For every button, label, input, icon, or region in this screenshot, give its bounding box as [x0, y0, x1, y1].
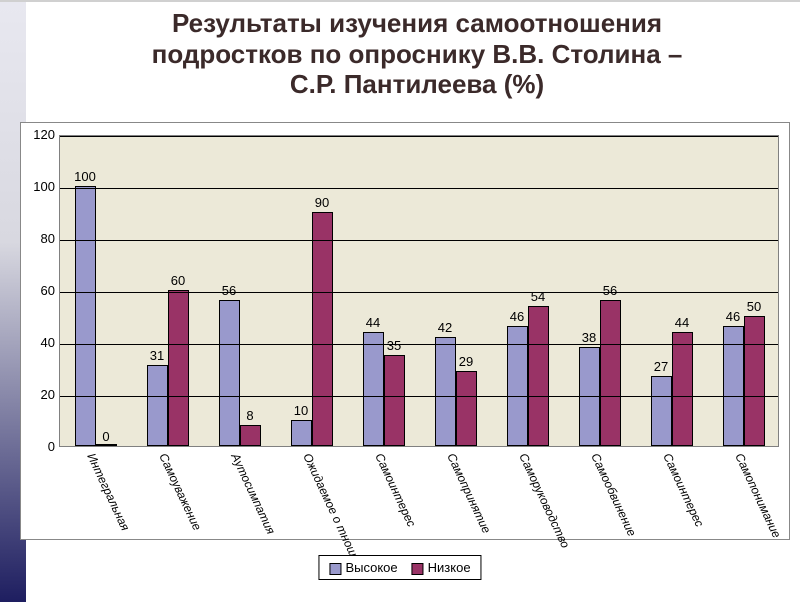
- x-axis-labels: ИнтегральнаяСамоуважениеАутосимпатияОжид…: [59, 449, 779, 539]
- bar-value-label: 56: [216, 283, 242, 298]
- y-tick-label: 60: [27, 283, 55, 298]
- bar-value-label: 56: [597, 283, 623, 298]
- gridline: [60, 188, 778, 189]
- x-category-label: Саморуководство: [516, 451, 572, 550]
- bar-value-label: 46: [504, 309, 530, 324]
- bar-value-label: 0: [93, 429, 119, 444]
- bar-low: [672, 332, 693, 446]
- legend-item-high: Высокое: [329, 560, 397, 575]
- bar-low: [528, 306, 549, 446]
- bar-value-label: 90: [309, 195, 335, 210]
- slide: Результаты изучения самоотношения подрос…: [0, 0, 800, 600]
- legend-item-low: Низкое: [412, 560, 471, 575]
- bar-value-label: 10: [288, 403, 314, 418]
- y-tick-label: 20: [27, 387, 55, 402]
- gridline: [60, 240, 778, 241]
- bar-high: [291, 420, 312, 446]
- chart-container: 100031605681090443542294654385627444650 …: [20, 122, 790, 540]
- y-tick-label: 100: [27, 179, 55, 194]
- legend: Высокое Низкое: [318, 555, 481, 580]
- bar-value-label: 44: [669, 315, 695, 330]
- x-category-label: Самопонимание: [732, 451, 783, 540]
- bar-value-label: 27: [648, 359, 674, 374]
- gridline: [60, 292, 778, 293]
- bar-value-label: 50: [741, 299, 767, 314]
- bar-low: [384, 355, 405, 446]
- bar-value-label: 35: [381, 338, 407, 353]
- bar-value-label: 29: [453, 354, 479, 369]
- title-line: С.Р. Пантилеева (%): [40, 69, 794, 100]
- y-tick-label: 120: [27, 127, 55, 142]
- bar-low: [456, 371, 477, 446]
- bar-high: [651, 376, 672, 446]
- page-title: Результаты изучения самоотношения подрос…: [40, 8, 794, 100]
- bar-low: [96, 444, 117, 446]
- bar-low: [312, 212, 333, 446]
- y-tick-label: 40: [27, 335, 55, 350]
- bar-value-label: 60: [165, 273, 191, 288]
- title-line: Результаты изучения самоотношения: [40, 8, 794, 39]
- x-category-label: Аутосимпатия: [228, 451, 278, 536]
- y-tick-label: 0: [27, 439, 55, 454]
- bar-high: [219, 300, 240, 446]
- title-line: подростков по опроснику В.В. Столина –: [40, 39, 794, 70]
- bar-high: [75, 186, 96, 446]
- bar-value-label: 42: [432, 320, 458, 335]
- bar-low: [744, 316, 765, 446]
- bar-value-label: 31: [144, 348, 170, 363]
- legend-swatch-high: [329, 563, 341, 575]
- bar-high: [147, 365, 168, 446]
- bar-low: [600, 300, 621, 446]
- x-category-label: Самоинтерес: [660, 451, 706, 529]
- bar-low: [240, 425, 261, 446]
- bar-low: [168, 290, 189, 446]
- bar-value-label: 44: [360, 315, 386, 330]
- plot-area: 100031605681090443542294654385627444650: [59, 135, 779, 447]
- legend-label-high: Высокое: [345, 560, 397, 575]
- y-tick-label: 80: [27, 231, 55, 246]
- x-category-label: Самопринятие: [444, 451, 493, 535]
- x-category-label: Интегральная: [84, 451, 132, 533]
- x-category-label: Самоинтерес: [372, 451, 418, 529]
- bars-layer: 100031605681090443542294654385627444650: [60, 136, 778, 446]
- bar-value-label: 8: [237, 408, 263, 423]
- bar-value-label: 54: [525, 289, 551, 304]
- legend-label-low: Низкое: [428, 560, 471, 575]
- x-category-label: Самообвинение: [588, 451, 639, 538]
- legend-swatch-low: [412, 563, 424, 575]
- bar-value-label: 100: [72, 169, 98, 184]
- gridline: [60, 396, 778, 397]
- gridline: [60, 344, 778, 345]
- bar-value-label: 38: [576, 330, 602, 345]
- gridline: [60, 136, 778, 137]
- x-category-label: Самоуважение: [156, 451, 204, 533]
